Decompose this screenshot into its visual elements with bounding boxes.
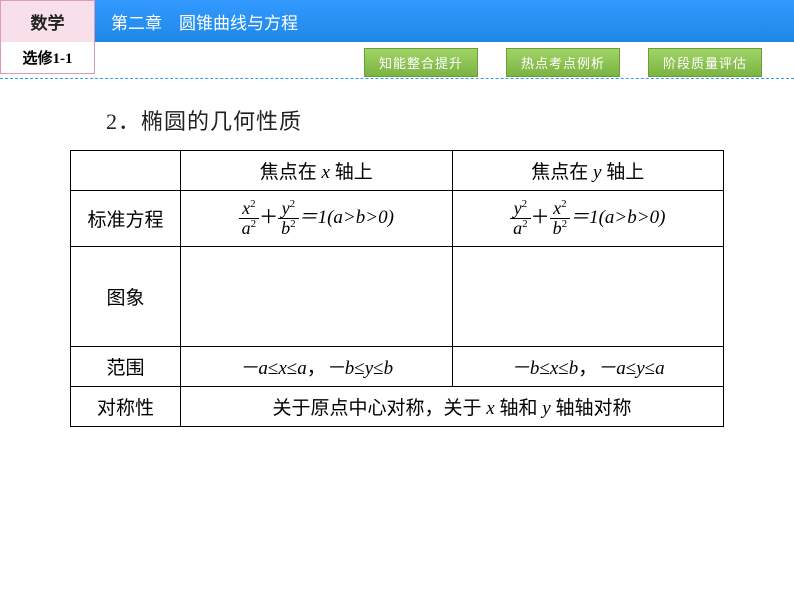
edition-box: 选修1-1 [0,42,95,74]
row-label-equation: 标准方程 [71,191,181,247]
row-label-graph: 图象 [71,247,181,347]
graph-x [181,247,453,347]
col-header-y: 焦点在 y 轴上 [452,151,724,191]
equation-x: x2a2＋y2b2＝1(a>b>0) [181,191,453,247]
section-heading: 2．椭圆的几何性质 [106,104,724,136]
nav-btn-assessment[interactable]: 阶段质量评估 [648,48,762,77]
content-area: 2．椭圆的几何性质 焦点在 x 轴上 焦点在 y 轴上 标准方程 x2a2＋y2… [0,104,794,427]
chapter-title: 第二章 圆锥曲线与方程 [111,9,298,34]
range-x: －a≤x≤a，－b≤y≤b [181,347,453,387]
equation-y: y2a2＋x2b2＝1(a>b>0) [452,191,724,247]
divider-dashed [0,78,794,79]
nav-row: 知能整合提升 热点考点例析 阶段质量评估 [95,46,794,78]
cell-empty [71,151,181,191]
header-bar: 数学 第二章 圆锥曲线与方程 [0,0,794,42]
nav-btn-knowledge[interactable]: 知能整合提升 [364,48,478,77]
subject-box: 数学 [0,0,95,42]
properties-table: 焦点在 x 轴上 焦点在 y 轴上 标准方程 x2a2＋y2b2＝1(a>b>0… [70,150,724,427]
graph-y [452,247,724,347]
row-label-symmetry: 对称性 [71,387,181,427]
edition-label: 选修1-1 [23,47,73,68]
range-y: －b≤x≤b，－a≤y≤a [452,347,724,387]
symmetry-cell: 关于原点中心对称，关于 x 轴和 y 轴轴对称 [181,387,724,427]
subject-label: 数学 [31,9,65,34]
nav-btn-hotspot[interactable]: 热点考点例析 [506,48,620,77]
col-header-x: 焦点在 x 轴上 [181,151,453,191]
row-label-range: 范围 [71,347,181,387]
chapter-bar: 第二章 圆锥曲线与方程 [95,0,794,42]
